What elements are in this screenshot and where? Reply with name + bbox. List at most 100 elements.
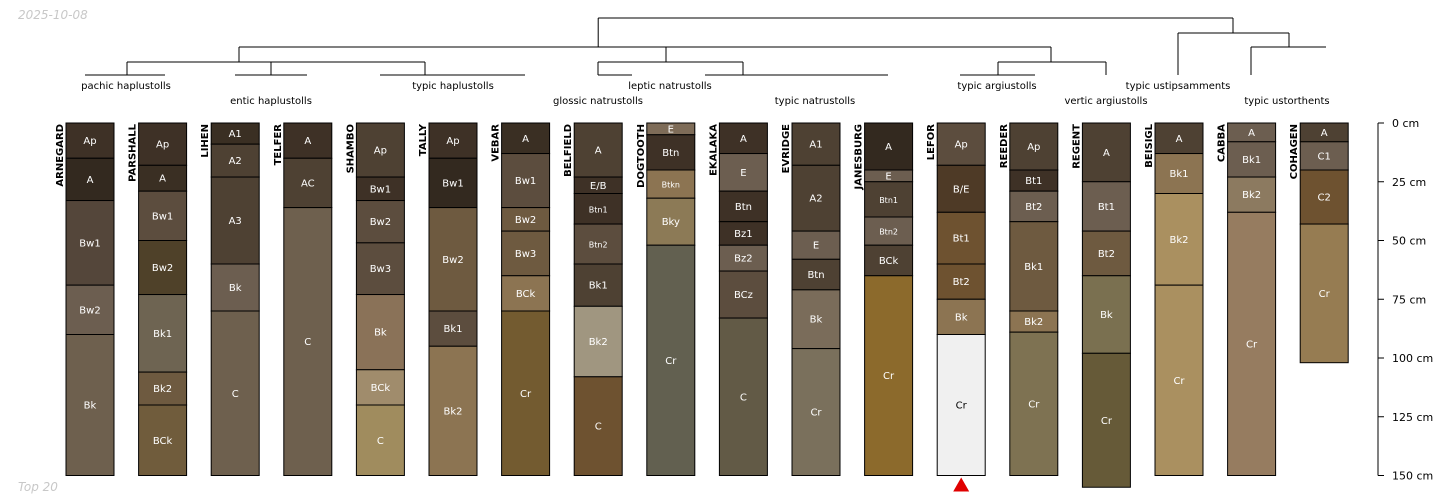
horizon-bk1	[573, 263, 623, 307]
horizon-label: Bk2	[1024, 317, 1043, 328]
horizon-label: A1	[229, 129, 242, 140]
profile-name: BELFIELD	[563, 124, 574, 177]
horizon-btkn	[646, 169, 696, 199]
horizon-label: C1	[1318, 151, 1331, 162]
horizon-label: A	[304, 136, 311, 147]
horizon-label: B/E	[953, 184, 970, 195]
horizon-a	[573, 122, 623, 178]
depth-tick-label: 0 cm	[1392, 117, 1419, 130]
horizon-label: Ap	[446, 136, 459, 147]
profile-name: LEFOR	[926, 124, 937, 161]
horizon-bk2	[138, 371, 188, 406]
horizon-label: BCk	[879, 256, 899, 267]
horizon-label: Bk1	[153, 329, 172, 340]
horizon-label: Bw1	[515, 176, 536, 187]
horizon-label: BCk	[153, 436, 173, 447]
taxon-label-typic-ustipsamments: typic ustipsamments	[1126, 81, 1231, 92]
horizon-label: A	[522, 134, 529, 145]
depth-tick-label: 25 cm	[1392, 176, 1426, 189]
horizon-label: Bw2	[79, 305, 100, 316]
horizon-label: Ap	[156, 140, 169, 151]
horizon-label: Cr	[1101, 416, 1113, 427]
horizon-label: Bk1	[1169, 169, 1188, 180]
horizon-label: Bky	[662, 217, 680, 228]
marker-triangle-icon	[953, 477, 970, 492]
horizon-label: Bt1	[1098, 202, 1115, 213]
horizon-label: Btn	[735, 202, 752, 213]
horizon-bt1	[936, 211, 986, 265]
horizon-label: Bk	[1100, 310, 1113, 321]
profile-name: REGENT	[1071, 124, 1082, 169]
horizon-label: Btn1	[879, 196, 898, 205]
horizon-label: Bk1	[1242, 155, 1261, 166]
horizon-c	[355, 404, 405, 476]
horizon-label: Bk	[229, 283, 242, 294]
dendrogram	[85, 17, 1326, 76]
horizon-label: E	[740, 168, 746, 179]
horizon-label: AC	[301, 178, 315, 189]
horizon-ap	[1009, 122, 1059, 171]
horizon-label: Bw2	[515, 215, 536, 226]
horizon-label: Bw1	[370, 184, 391, 195]
horizon-bk2	[1227, 176, 1277, 213]
horizon-label: Cr	[520, 389, 532, 400]
horizon-bky	[646, 197, 696, 246]
taxon-label-glossic-natrustolls: glossic natrustolls	[553, 96, 643, 107]
horizon-label: Ap	[955, 140, 968, 151]
horizon-label: Bt2	[1098, 249, 1115, 260]
profile-regent: REGENT A Bt1 Bt2 Bk Cr	[1071, 122, 1131, 488]
profile-name: TELFER	[273, 124, 284, 166]
taxon-label-leptic-natrustolls: leptic natrustolls	[628, 81, 712, 92]
profile-name: BEISIGL	[1144, 123, 1155, 167]
profile-shambo: SHAMBO Ap Bw1 Bw2 Bw3 Bk BCk C	[345, 122, 405, 476]
profile-vebar: VEBAR A Bw1 Bw2 Bw3 BCk Cr	[491, 122, 551, 476]
horizon-label: Bw3	[370, 264, 391, 275]
horizon-a	[1154, 122, 1204, 155]
taxon-label-vertic-argiustolls: vertic argiustolls	[1064, 96, 1147, 107]
horizon-c	[718, 317, 768, 476]
horizon-ap	[936, 122, 986, 166]
horizon-cr	[936, 334, 986, 476]
profile-lihen: LIHEN A1 A2 A3 Bk C	[200, 122, 260, 476]
profile-lefor: LEFOR Ap B/E Bt1 Bt2 Bk Cr	[926, 122, 986, 476]
horizon-btn1	[573, 193, 623, 225]
horizon-a	[864, 122, 914, 171]
horizon-cr	[1081, 352, 1131, 488]
profile-name: EVRIDGE	[781, 124, 792, 174]
depth-tick-label: 150 cm	[1392, 470, 1433, 483]
horizon-bw2	[355, 200, 405, 244]
horizon-bk	[791, 289, 841, 350]
horizon-label: C	[304, 337, 311, 348]
horizon-label: E	[885, 171, 891, 182]
horizon-bcz	[718, 270, 768, 319]
horizon-ap	[428, 122, 478, 159]
horizon-label: Bw3	[515, 249, 536, 260]
horizon-label: A	[1248, 128, 1255, 139]
horizon-bck	[138, 404, 188, 476]
horizon-label: Bk2	[1242, 190, 1261, 201]
horizon-bk1	[1009, 221, 1059, 312]
horizon-label: Bw1	[152, 211, 173, 222]
horizon-cr	[791, 348, 841, 477]
horizon-bk1	[138, 294, 188, 373]
horizon-bk	[1081, 275, 1131, 354]
horizon-label: C	[377, 436, 384, 447]
horizon-label: Btn	[662, 148, 679, 159]
horizon-label: Bw1	[442, 178, 463, 189]
horizon-e	[791, 230, 841, 260]
profile-name: TALLY	[418, 123, 429, 156]
horizon-label: Bk2	[589, 337, 608, 348]
horizon-a2	[210, 143, 260, 178]
horizon-label: A	[885, 142, 892, 153]
horizon-label: Cr	[1173, 376, 1185, 387]
profile-name: JANESBURG	[854, 124, 865, 191]
horizon-label: Bw2	[442, 255, 463, 266]
horizon-c	[283, 207, 333, 476]
profile-janesburg: JANESBURG A E Btn1 Btn2 BCk Cr	[854, 122, 914, 476]
horizon-label: Cr	[956, 401, 968, 412]
horizon-b-e	[936, 164, 986, 213]
profile-ekalaka: EKALAKA A E Btn Bz1 Bz2 BCz C	[708, 122, 768, 476]
date-label: 2025-10-08	[18, 8, 88, 22]
horizon-label: A2	[229, 156, 242, 167]
